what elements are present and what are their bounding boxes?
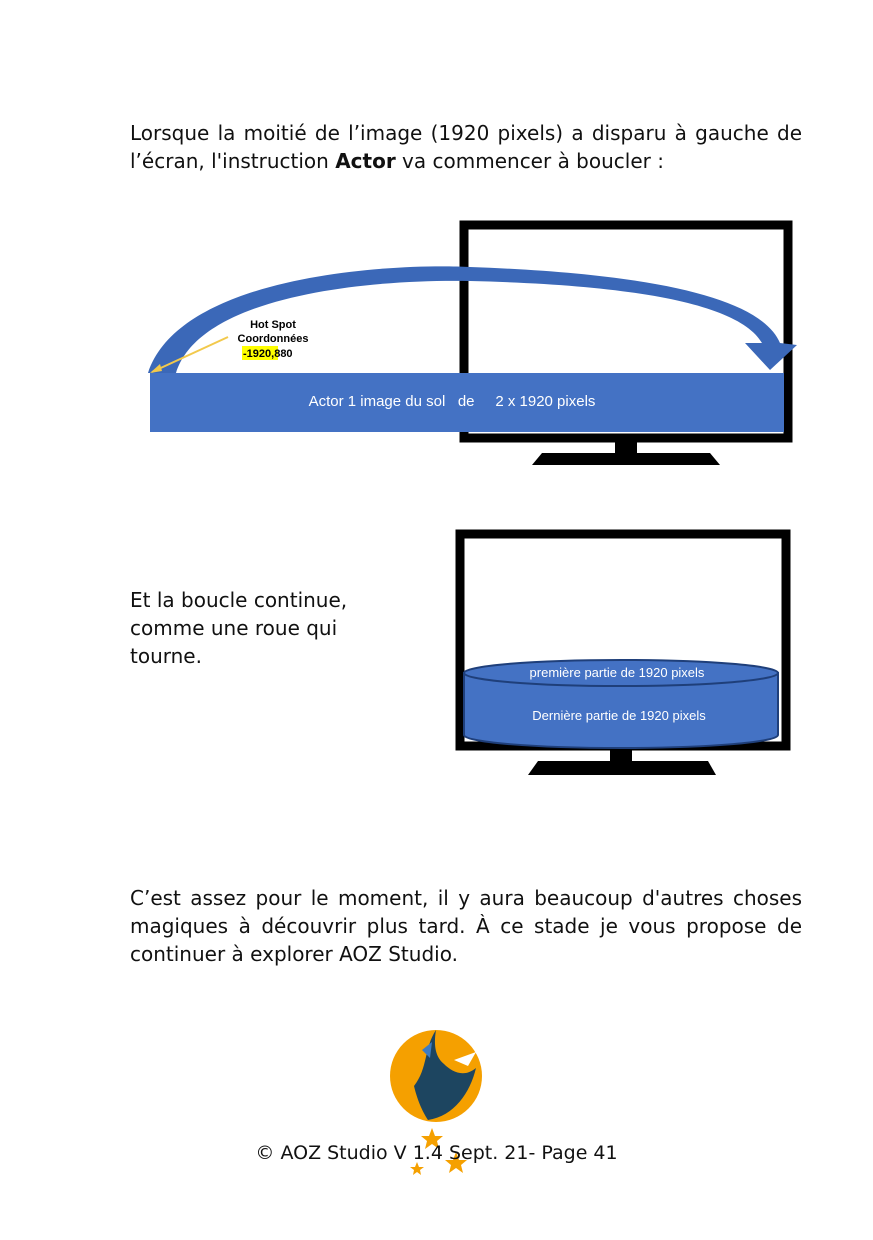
hotspot-coordinates: -1920,880 <box>243 348 293 360</box>
intro-text: Lorsque la moitié de l’image (1920 pixel… <box>130 121 802 173</box>
intro-paragraph: Lorsque la moitié de l’image (1920 pixel… <box>130 119 802 175</box>
band-label: Actor 1 image du sol de 2 x 1920 pixels <box>309 393 596 410</box>
intro-text-end: va commencer à boucler : <box>395 149 664 173</box>
wheel-loop-diagram: première partie de 1920 pixels Dernière … <box>455 529 791 775</box>
tv-stand-2 <box>528 761 716 775</box>
hotspot-highlight <box>242 346 278 360</box>
hotspot-label-2: Coordonnées <box>238 333 309 345</box>
tv-neck-2 <box>610 745 632 763</box>
hotspot-pointer-head <box>150 364 162 373</box>
aoz-logo-icon <box>390 1030 482 1175</box>
closing-paragraph: C’est assez pour le moment, il y aura be… <box>130 886 802 966</box>
actor-loop-diagram: Hot Spot Coordonnées -1920,880 Actor 1 i… <box>148 220 797 465</box>
cylinder-top-label: première partie de 1920 pixels <box>530 665 705 680</box>
cylinder-body <box>463 672 779 749</box>
actor-keyword: Actor <box>335 149 396 173</box>
loop-paragraph: Et la boucle continue, comme une roue qu… <box>130 588 348 668</box>
hotspot-label-1: Hot Spot <box>250 319 296 331</box>
page-footer: © AOZ Studio V 1.4 Sept. 21- Page 41 <box>255 1142 618 1164</box>
hotspot-pointer <box>151 336 229 373</box>
cylinder-top <box>463 659 779 687</box>
actor-ground-band <box>150 373 784 432</box>
loop-arrow <box>148 266 797 373</box>
tv-stand <box>532 453 720 465</box>
cylinder-bottom-label: Dernière partie de 1920 pixels <box>532 708 706 723</box>
tv-neck <box>615 437 637 455</box>
